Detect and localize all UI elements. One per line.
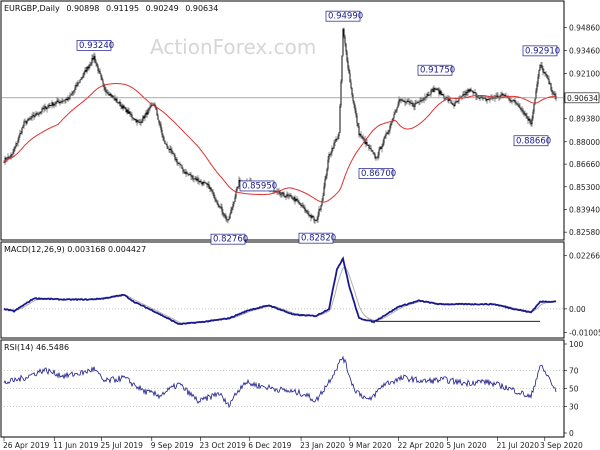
- x-tick-label: 23 Jan 2020: [300, 441, 345, 450]
- annotation-box: [298, 232, 334, 244]
- x-tick-label: 3 Sep 2020: [540, 441, 583, 450]
- annotation-label: 0.93240: [79, 41, 114, 51]
- rsi-tick-label: 50: [569, 385, 579, 394]
- price-header: EURGBP,Daily 0.90898 0.91195 0.90249 0.9…: [4, 4, 218, 13]
- rsi-tick-label: 0: [569, 429, 574, 438]
- macd-tick-label: 0.022662: [569, 252, 600, 261]
- price-tick-label: 0.82580: [569, 228, 600, 237]
- rsi-tick-label: 30: [569, 402, 579, 411]
- price-tick-label: 0.85300: [569, 183, 600, 192]
- price-panel-frame: [0, 0, 565, 241]
- price-y-axis: 0.948600.934600.921000.907000.893800.880…: [564, 23, 600, 237]
- symbol-timeframe: EURGBP,Daily: [4, 4, 60, 13]
- annotation-box: [239, 180, 275, 192]
- annotation-label: 0.88660: [516, 136, 551, 146]
- rsi-label: RSI(14) 46.5486: [4, 343, 69, 352]
- x-tick-label: 25 Jul 2019: [100, 441, 143, 450]
- price-tick-label: 0.86660: [569, 160, 600, 169]
- macd-label: MACD(12,26,9) 0.003168 0.004427: [4, 245, 146, 254]
- annotation-box: [76, 40, 112, 51]
- annotation-label: 0.82820: [301, 234, 336, 244]
- macd-tick-label: -0.010052: [569, 328, 600, 337]
- high-value: 0.91195: [106, 4, 139, 13]
- close-value: 0.90634: [185, 4, 218, 13]
- current-price-box: [564, 92, 600, 104]
- price-tick-label: 0.92100: [569, 69, 600, 78]
- annotation-box: [522, 45, 558, 57]
- x-tick-label: 21 Jul 2020: [497, 441, 540, 450]
- watermark: ActionForex.com: [150, 35, 316, 59]
- annotation-label: 0.94990: [328, 12, 363, 22]
- annotation-box: [325, 10, 361, 22]
- annotation-label: 0.91750: [420, 66, 455, 76]
- current-price-label: 0.90634: [567, 94, 598, 103]
- price-tick-label: 0.83940: [569, 205, 600, 214]
- price-tick-label: 0.89380: [569, 115, 600, 124]
- annotation-label: 0.92910: [525, 46, 560, 56]
- annotation-box: [513, 135, 549, 147]
- rsi-y-axis: 100 70 50 30 0: [564, 340, 584, 438]
- macd-series: [1, 256, 564, 326]
- annotation-label: 0.85950: [242, 181, 277, 191]
- x-tick-label: 26 Apr 2019: [3, 441, 50, 450]
- annotation-label: 0.82760: [213, 235, 248, 245]
- rsi-tick-label: 100: [569, 340, 584, 349]
- price-series: 0.90634: [1, 27, 600, 224]
- annotation-box: [210, 233, 246, 245]
- price-tick-label: 0.94860: [569, 23, 600, 32]
- macd-signal-line: [3, 266, 557, 324]
- x-axis: 26 Apr 2019 11 Jun 2019 25 Jul 2019 9 Sep 2…: [3, 437, 583, 450]
- moving-average-line: [3, 83, 557, 203]
- x-tick-label: 9 Mar 2020: [349, 441, 392, 450]
- x-tick-label: 9 Sep 2019: [151, 441, 194, 450]
- rsi-series: [1, 355, 564, 409]
- macd-y-axis: 0.022662 0.00 -0.010052: [564, 252, 600, 337]
- rsi-line: [3, 355, 557, 409]
- low-value: 0.90249: [146, 4, 179, 13]
- macd-tick-label: 0.00: [569, 305, 586, 314]
- x-tick-label: 6 Dec 2019: [248, 441, 291, 450]
- rsi-tick-label: 70: [569, 367, 579, 376]
- macd-line: [3, 256, 557, 326]
- annotation-box: [417, 64, 453, 76]
- price-tick-label: 0.88000: [569, 138, 600, 147]
- annotation-label: 0.86700: [361, 169, 396, 179]
- annotation-box: [358, 168, 394, 179]
- price-annotations: 0.93240 0.82760 0.85950 0.82820 0.94990 0.867…: [76, 10, 560, 245]
- x-tick-label: 11 Jun 2019: [53, 441, 98, 450]
- x-tick-label: 23 Oct 2019: [200, 441, 247, 450]
- open-value: 0.90898: [66, 4, 99, 13]
- x-tick-label: 22 Apr 2020: [398, 441, 445, 450]
- x-tick-label: 5 Jun 2020: [446, 441, 487, 450]
- macd-panel-frame: [0, 241, 565, 339]
- price-tick-label: 0.93460: [569, 47, 600, 56]
